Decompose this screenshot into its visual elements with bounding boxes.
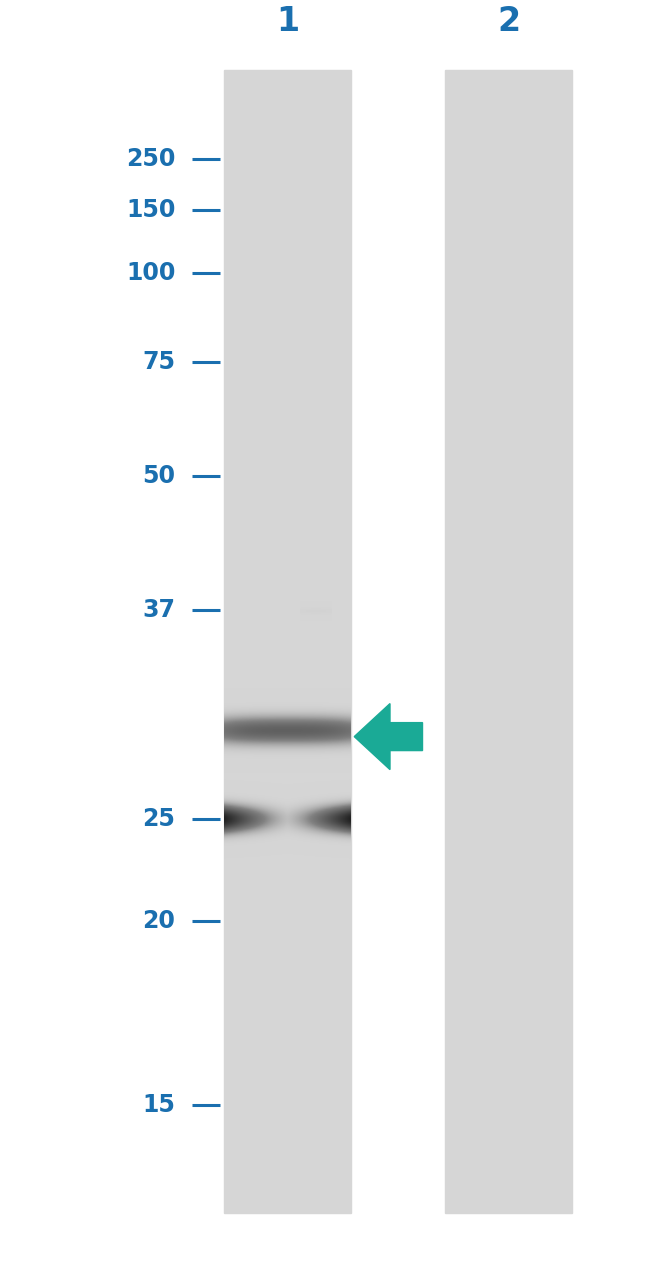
Text: 15: 15: [142, 1093, 176, 1116]
Bar: [224, 70, 351, 1213]
Text: 50: 50: [142, 465, 176, 488]
Text: 20: 20: [142, 909, 176, 932]
Text: 1: 1: [276, 5, 299, 38]
Text: 25: 25: [142, 808, 176, 831]
Text: 75: 75: [142, 351, 176, 373]
Text: 150: 150: [126, 198, 176, 221]
Bar: [445, 70, 572, 1213]
FancyArrow shape: [354, 704, 422, 770]
Text: 250: 250: [126, 147, 176, 170]
Text: 2: 2: [497, 5, 520, 38]
Text: 37: 37: [142, 598, 176, 621]
Text: 100: 100: [126, 262, 176, 284]
